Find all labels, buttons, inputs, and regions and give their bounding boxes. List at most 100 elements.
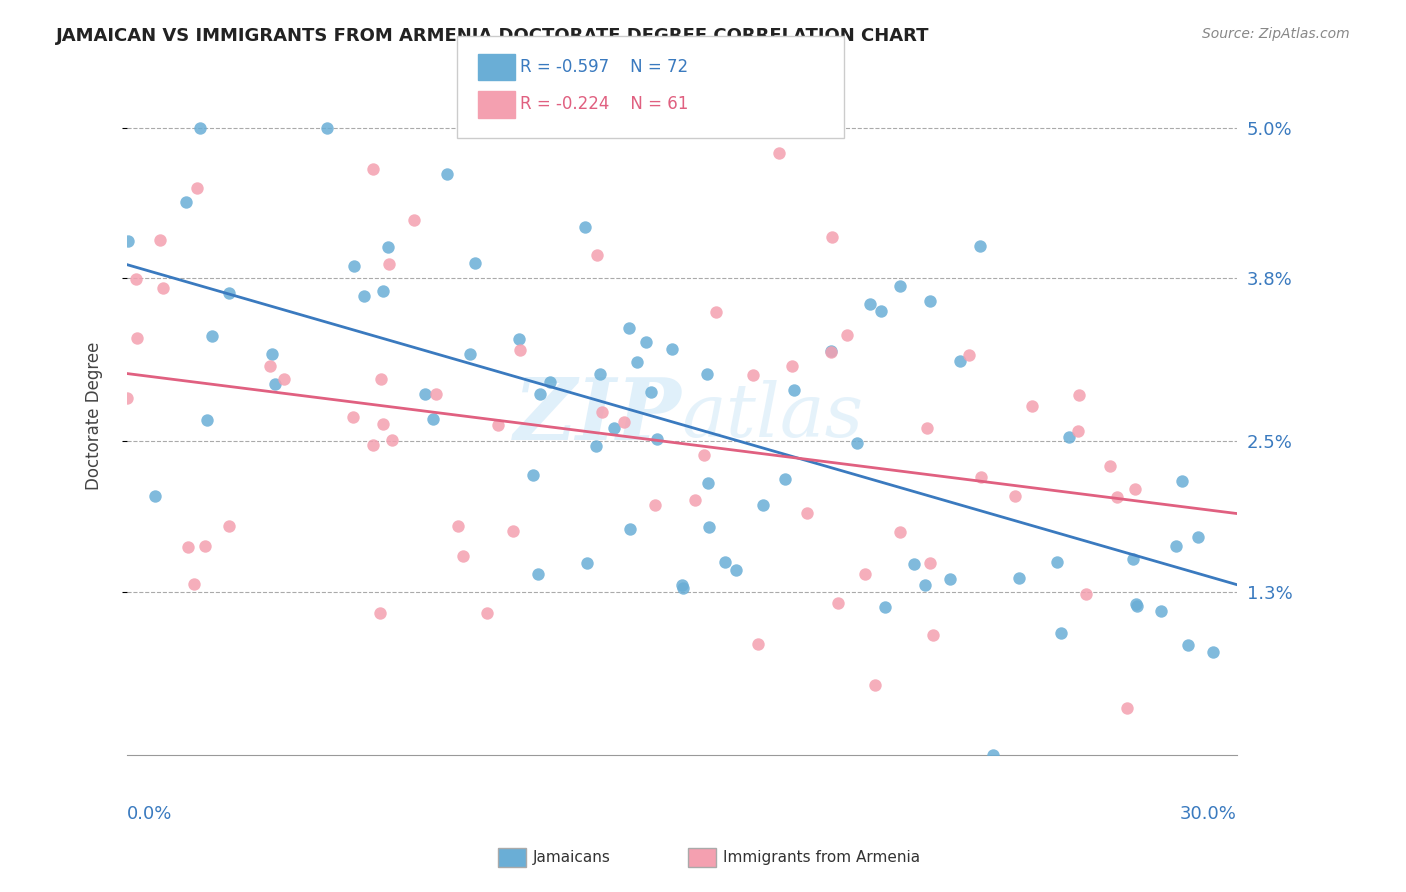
Point	[870, 304, 893, 318]
Point	[626, 355, 648, 369]
Point	[724, 563, 747, 577]
Point	[1116, 700, 1139, 714]
Point	[152, 281, 174, 295]
Point	[1067, 388, 1090, 402]
Y-axis label: Doctorate Degree: Doctorate Degree	[86, 342, 103, 491]
Point	[617, 321, 640, 335]
Point	[422, 411, 444, 425]
Point	[585, 439, 607, 453]
Point	[1187, 530, 1209, 544]
Point	[259, 359, 281, 373]
Point	[747, 638, 769, 652]
Point	[1008, 571, 1031, 585]
Point	[538, 375, 561, 389]
Point	[591, 405, 613, 419]
Point	[1170, 474, 1192, 488]
Point	[704, 305, 727, 319]
Point	[970, 470, 993, 484]
Text: JAMAICAN VS IMMIGRANTS FROM ARMENIA DOCTORATE DEGREE CORRELATION CHART: JAMAICAN VS IMMIGRANTS FROM ARMENIA DOCT…	[56, 27, 929, 45]
Point	[1004, 489, 1026, 503]
Point	[636, 334, 658, 349]
Point	[576, 556, 599, 570]
Point	[1076, 587, 1098, 601]
Point	[174, 194, 197, 209]
Point	[361, 161, 384, 176]
Point	[176, 541, 198, 555]
Point	[1125, 597, 1147, 611]
Point	[195, 413, 218, 427]
Point	[921, 628, 943, 642]
Point	[115, 391, 138, 405]
Point	[820, 344, 842, 359]
Point	[602, 421, 624, 435]
Point	[125, 331, 148, 345]
Point	[1164, 540, 1187, 554]
Point	[1125, 599, 1147, 614]
Point	[619, 523, 641, 537]
Text: 30.0%: 30.0%	[1180, 805, 1237, 822]
Point	[645, 432, 668, 446]
Point	[1201, 644, 1223, 658]
Point	[402, 212, 425, 227]
Point	[768, 145, 790, 160]
Point	[413, 387, 436, 401]
Point	[342, 409, 364, 424]
Point	[464, 256, 486, 270]
Point	[353, 289, 375, 303]
Point	[529, 387, 551, 401]
Point	[796, 506, 818, 520]
Point	[692, 449, 714, 463]
Point	[683, 492, 706, 507]
Point	[589, 367, 612, 381]
Point	[1046, 555, 1069, 569]
Point	[117, 234, 139, 248]
Point	[1177, 638, 1199, 652]
Point	[1067, 424, 1090, 438]
Point	[661, 342, 683, 356]
Point	[1099, 458, 1122, 473]
Text: ZIP: ZIP	[515, 375, 682, 458]
Point	[969, 239, 991, 253]
Point	[273, 372, 295, 386]
Point	[644, 499, 666, 513]
Point	[194, 539, 217, 553]
Point	[914, 578, 936, 592]
Point	[1122, 551, 1144, 566]
Point	[1105, 490, 1128, 504]
Point	[1057, 430, 1080, 444]
Point	[915, 421, 938, 435]
Point	[949, 354, 972, 368]
Point	[378, 257, 401, 271]
Text: atlas: atlas	[682, 380, 865, 452]
Point	[143, 489, 166, 503]
Point	[782, 383, 804, 397]
Point	[1021, 400, 1043, 414]
Point	[889, 525, 911, 540]
Point	[858, 296, 880, 310]
Point	[697, 520, 720, 534]
Point	[186, 181, 208, 195]
Point	[697, 475, 720, 490]
Point	[780, 359, 803, 373]
Point	[451, 549, 474, 564]
Point	[1123, 482, 1146, 496]
Point	[903, 557, 925, 571]
Point	[820, 230, 842, 244]
Point	[751, 499, 773, 513]
Point	[377, 240, 399, 254]
Point	[201, 329, 224, 343]
Point	[447, 519, 470, 533]
Point	[371, 417, 394, 431]
Point	[527, 566, 550, 581]
Point	[475, 607, 498, 621]
Point	[920, 557, 942, 571]
Point	[522, 468, 544, 483]
Text: 0.0%: 0.0%	[127, 805, 173, 822]
Point	[845, 435, 868, 450]
Point	[957, 348, 980, 362]
Point	[509, 343, 531, 358]
Point	[696, 367, 718, 381]
Point	[672, 581, 695, 595]
Text: R = -0.597    N = 72: R = -0.597 N = 72	[520, 58, 689, 76]
Point	[671, 578, 693, 592]
